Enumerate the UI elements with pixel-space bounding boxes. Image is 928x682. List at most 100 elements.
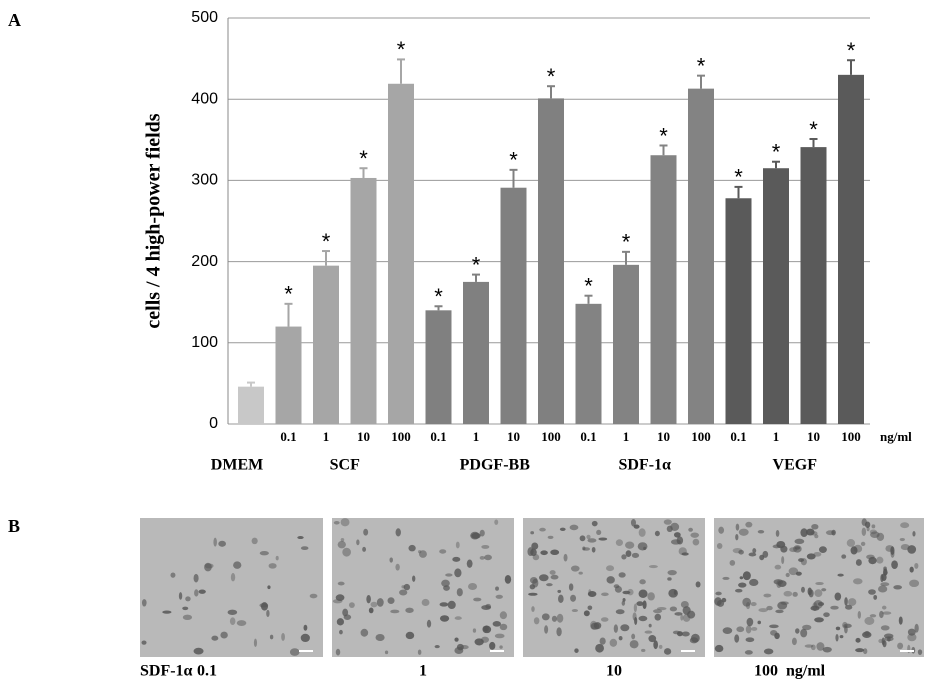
cell [789, 547, 798, 553]
cell [343, 614, 352, 620]
cell [823, 612, 830, 618]
cell [558, 594, 564, 604]
cell [900, 544, 910, 551]
cell [499, 623, 508, 631]
cell [907, 633, 917, 642]
cell [834, 592, 842, 601]
cell [530, 548, 537, 557]
cell [663, 648, 672, 655]
cell [880, 574, 884, 583]
x-tick-label: 100 [541, 429, 561, 444]
cell [504, 575, 512, 584]
cell [489, 641, 496, 650]
cell [615, 609, 625, 615]
cell [758, 608, 768, 613]
cell [831, 529, 836, 536]
cell [568, 583, 574, 591]
cell [182, 606, 189, 611]
bar [800, 147, 827, 424]
cell [647, 592, 655, 601]
cell [687, 610, 696, 619]
cell [695, 581, 701, 588]
bar [238, 386, 264, 424]
cell [636, 601, 644, 607]
cell [395, 563, 400, 571]
cell [480, 636, 490, 643]
cell [630, 518, 637, 527]
cell [800, 528, 808, 537]
cell [230, 572, 236, 582]
cell [390, 609, 400, 614]
x-unit-label: ng/ml [880, 429, 912, 444]
cell [914, 562, 919, 569]
cell [590, 622, 600, 630]
cell [549, 570, 556, 575]
cell [739, 576, 744, 580]
cell [281, 633, 285, 641]
cell [375, 633, 385, 642]
cell [653, 640, 658, 650]
cell [531, 606, 535, 612]
cell [472, 628, 477, 633]
cell [860, 541, 866, 546]
cell [484, 625, 489, 632]
cell [830, 605, 839, 610]
significance-marker: * [472, 252, 481, 277]
significance-marker: * [359, 146, 368, 171]
cell [738, 582, 747, 588]
cell [376, 598, 384, 607]
cell [492, 621, 501, 627]
cell [337, 581, 345, 586]
cell [734, 634, 740, 643]
cell [198, 589, 206, 594]
cell [742, 597, 752, 607]
cell [807, 587, 812, 596]
cell [806, 553, 816, 560]
cell [141, 640, 147, 645]
cell [869, 614, 877, 618]
cell [844, 597, 848, 606]
cell [551, 615, 558, 622]
cell [260, 602, 269, 611]
cell [275, 555, 279, 561]
cell [621, 600, 626, 606]
cell [678, 547, 687, 556]
cell [454, 637, 459, 642]
cell [370, 601, 378, 608]
cell [863, 648, 868, 655]
cell [362, 546, 367, 552]
cell [670, 522, 680, 531]
cell [643, 546, 647, 550]
significance-marker: * [397, 37, 406, 62]
cell [667, 577, 672, 581]
cell [185, 596, 191, 602]
cell [795, 628, 800, 634]
cell [900, 522, 910, 529]
bar [838, 74, 864, 424]
significance-marker: * [659, 123, 668, 148]
cell [818, 546, 827, 553]
cell [688, 527, 693, 532]
cell [855, 637, 861, 643]
cell [750, 601, 757, 607]
cell [336, 618, 344, 626]
cell [456, 588, 463, 597]
cell [531, 542, 539, 550]
cell [595, 643, 604, 653]
cell [810, 605, 820, 611]
cell [792, 591, 798, 597]
cell [748, 552, 757, 557]
cell [810, 531, 818, 536]
cell [774, 564, 782, 570]
bar [463, 281, 489, 424]
cell [578, 571, 583, 575]
cell [615, 539, 623, 547]
cell [714, 644, 724, 653]
cell [810, 644, 816, 651]
cell [601, 592, 609, 597]
cell [574, 648, 579, 653]
cell [637, 542, 648, 551]
cell [141, 599, 147, 607]
cell [817, 602, 825, 607]
